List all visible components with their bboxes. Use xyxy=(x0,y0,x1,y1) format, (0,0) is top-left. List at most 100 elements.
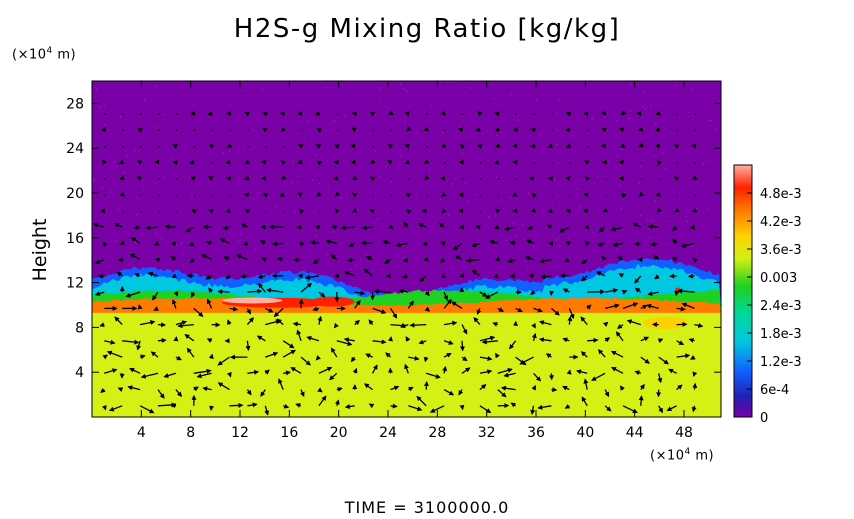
speckle xyxy=(319,183,321,185)
speckle xyxy=(120,116,122,118)
speckle xyxy=(650,105,652,107)
vector-arrow xyxy=(527,225,534,231)
vector-arrow xyxy=(408,355,420,361)
x-axis: 4 8 12 16 20 24 28 32 36 40 44 48 xyxy=(137,81,693,441)
speckle xyxy=(163,113,166,116)
vector-arrow xyxy=(657,373,663,384)
vector-arrow xyxy=(602,321,609,327)
speckle xyxy=(224,263,227,265)
speckle xyxy=(143,100,145,102)
speckle xyxy=(134,241,137,243)
vector-arrow xyxy=(634,287,642,293)
speckle xyxy=(662,152,664,154)
vector-arrow xyxy=(299,389,305,398)
vector-arrow xyxy=(297,159,303,165)
speckle xyxy=(130,251,132,254)
speckle xyxy=(103,105,106,107)
speckle xyxy=(306,120,308,122)
vector-arrow xyxy=(368,319,374,325)
vector-arrow xyxy=(471,242,481,248)
plot-frame xyxy=(91,80,722,418)
speckle xyxy=(252,197,254,200)
speckle xyxy=(428,169,431,171)
vector-arrow xyxy=(640,356,650,364)
vector-arrow xyxy=(164,224,176,230)
vector-arrow xyxy=(547,143,554,149)
vector-arrow xyxy=(191,209,197,215)
vector-arrow xyxy=(676,384,683,391)
speckle xyxy=(354,264,356,266)
speckle xyxy=(661,211,663,214)
speckle xyxy=(644,107,647,110)
vector-arrow xyxy=(170,256,177,262)
vector-arrow xyxy=(528,273,534,279)
speckle xyxy=(686,221,688,223)
vector-arrow xyxy=(298,208,305,215)
vector-arrow xyxy=(443,320,458,326)
vector-arrow xyxy=(114,222,123,228)
vector-arrow xyxy=(351,175,358,181)
colorbar-label: 0 xyxy=(760,411,768,426)
speckle xyxy=(479,258,481,261)
vector-arrow xyxy=(119,240,126,245)
vector-arrow xyxy=(209,405,215,411)
vector-arrow xyxy=(140,113,142,115)
vector-arrow xyxy=(672,225,678,231)
vector-arrow xyxy=(347,257,355,263)
vector-arrow xyxy=(676,129,678,132)
vector-arrow xyxy=(223,256,230,261)
vector-arrow xyxy=(691,175,698,181)
vector-arrow xyxy=(398,288,409,294)
speckle xyxy=(577,178,580,181)
vector-arrow xyxy=(692,371,698,377)
vector-arrow xyxy=(657,338,664,344)
vector-arrow xyxy=(494,208,501,214)
vector-arrow xyxy=(562,288,570,294)
vector-arrow xyxy=(140,194,142,197)
vector-arrow xyxy=(443,352,452,358)
vector-arrow xyxy=(493,273,500,279)
vector-arrow xyxy=(473,317,481,326)
vector-arrow xyxy=(101,159,108,165)
vector-arrow xyxy=(568,308,575,320)
vector-arrow xyxy=(621,289,628,295)
vector-arrow xyxy=(206,338,213,343)
vector-arrow xyxy=(354,319,360,326)
vector-arrow xyxy=(225,159,231,165)
y-axis: 4 8 12 16 20 24 28 xyxy=(66,96,721,381)
speckle xyxy=(639,214,642,217)
vector-arrow xyxy=(139,405,155,414)
vector-arrow xyxy=(530,405,536,415)
vector-arrow xyxy=(372,339,387,345)
vector-arrow xyxy=(673,176,680,182)
speckle xyxy=(514,235,516,237)
vector-arrow xyxy=(604,389,610,398)
vector-arrow xyxy=(497,307,504,312)
vector-arrow xyxy=(240,273,248,279)
x-tick-label: 20 xyxy=(330,425,348,441)
vector-arrow xyxy=(587,337,599,343)
vector-arrow xyxy=(219,238,230,244)
vector-arrow xyxy=(265,351,279,358)
vector-arrow xyxy=(173,291,179,297)
vector-arrow xyxy=(318,210,321,213)
speckle xyxy=(646,219,649,222)
speckle xyxy=(556,143,558,146)
vector-arrow xyxy=(334,399,340,406)
vector-arrow xyxy=(100,387,106,394)
vector-arrow xyxy=(580,351,588,358)
speckle xyxy=(313,218,316,220)
vector-arrow xyxy=(612,242,624,247)
vector-arrow xyxy=(647,291,659,296)
vector-arrow xyxy=(677,288,695,294)
speckle xyxy=(510,93,512,96)
vector-arrow xyxy=(193,307,204,317)
vector-arrow xyxy=(246,389,252,396)
vector-arrow xyxy=(300,282,313,293)
vector-arrow xyxy=(687,273,695,279)
vector-arrow xyxy=(618,127,625,133)
vector-arrow xyxy=(479,194,482,197)
speckle xyxy=(135,213,138,216)
vector-arrow xyxy=(676,306,686,312)
vector-arrow xyxy=(565,143,572,148)
